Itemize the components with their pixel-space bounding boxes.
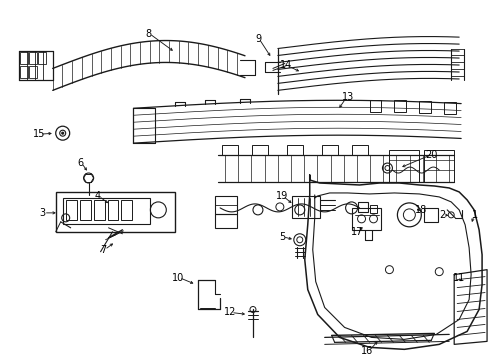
Bar: [65, 200, 77, 220]
Bar: [424, 208, 437, 222]
Bar: [62, 198, 150, 224]
Text: 13: 13: [341, 92, 353, 102]
Bar: [93, 200, 104, 220]
Bar: [29, 53, 37, 64]
Text: 4: 4: [94, 191, 101, 201]
Bar: [222, 145, 238, 155]
Text: 1: 1: [471, 210, 477, 220]
Text: 15: 15: [33, 129, 45, 139]
Text: 6: 6: [78, 158, 83, 168]
Bar: [215, 196, 237, 214]
Bar: [291, 196, 319, 218]
Circle shape: [61, 132, 63, 134]
Text: 3: 3: [40, 208, 46, 218]
Bar: [351, 208, 381, 230]
Bar: [38, 53, 46, 64]
Text: 12: 12: [224, 307, 236, 318]
Bar: [20, 67, 28, 78]
Bar: [56, 192, 175, 232]
Text: 10: 10: [172, 273, 184, 283]
Bar: [121, 200, 132, 220]
Text: 8: 8: [145, 28, 151, 39]
Text: 14: 14: [279, 60, 291, 71]
Text: 18: 18: [414, 205, 427, 215]
Bar: [369, 205, 377, 213]
Text: 2: 2: [438, 210, 445, 220]
Text: 7: 7: [100, 245, 106, 255]
Bar: [369, 100, 381, 112]
Text: 17: 17: [351, 227, 363, 237]
Bar: [215, 214, 237, 228]
Bar: [388, 150, 419, 182]
Bar: [424, 150, 453, 182]
Text: 11: 11: [452, 273, 465, 283]
Bar: [351, 145, 367, 155]
Bar: [394, 100, 406, 112]
Bar: [29, 67, 37, 78]
Bar: [20, 53, 28, 64]
Text: 16: 16: [361, 346, 373, 356]
Bar: [286, 145, 302, 155]
Text: 19: 19: [275, 191, 287, 201]
Bar: [251, 145, 267, 155]
Text: 20: 20: [424, 150, 437, 160]
Bar: [443, 102, 455, 114]
Bar: [107, 200, 118, 220]
Text: 9: 9: [254, 33, 261, 44]
Bar: [357, 202, 367, 212]
Bar: [321, 145, 337, 155]
Text: 5: 5: [278, 232, 285, 242]
Bar: [80, 200, 90, 220]
Bar: [419, 101, 430, 113]
